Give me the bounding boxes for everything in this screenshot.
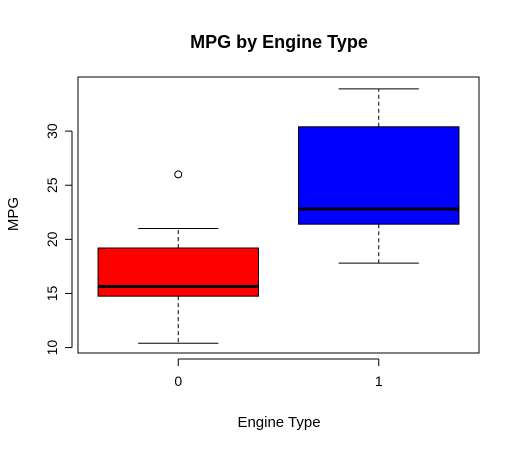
y-tick-label-20: 20 [44,231,60,247]
outlier-point-category-0-0 [174,170,183,179]
chart-marks: 10 15 20 25 30 0 1 [44,88,460,389]
x-tick-label-0: 0 [174,373,182,389]
x-axis-label: Engine Type [237,414,320,431]
chart-title: MPG by Engine Type [190,32,368,52]
box-category-0 [97,247,259,297]
y-tick-label-30: 30 [44,123,60,139]
x-tick-label-1: 1 [375,373,383,389]
y-tick-label-15: 15 [44,285,60,301]
plot-area-frame [77,76,480,354]
y-tick-label-10: 10 [44,340,60,356]
y-tick-label-25: 25 [44,177,60,193]
y-axis-label: MPG [5,197,22,231]
